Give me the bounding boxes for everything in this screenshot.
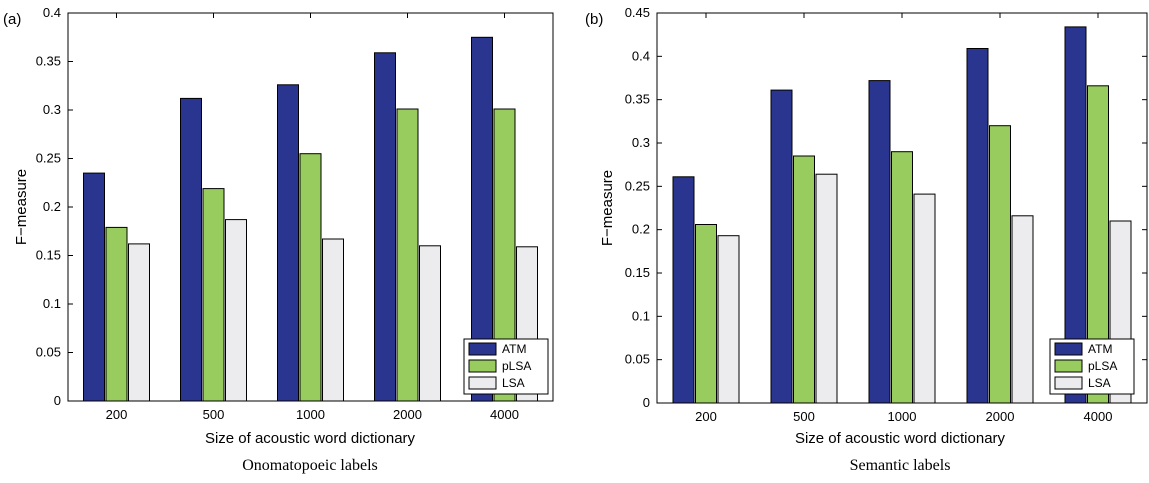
y-tick-label-a: 0.3 <box>43 102 61 117</box>
bar-atm-2000-b <box>966 48 989 404</box>
bar-plsa-1000-b <box>891 151 913 404</box>
caption-a: Onomatopoeic labels <box>242 457 378 474</box>
legend-label-lsa-b: LSA <box>1088 376 1111 390</box>
y-tick-label-b: 0.4 <box>632 48 650 63</box>
bar-plsa-2000-a <box>396 108 419 402</box>
x-tick-label-b: 500 <box>793 409 815 424</box>
x-tick-label-a: 4000 <box>490 407 519 422</box>
bar-lsa-2000-b <box>1011 215 1034 404</box>
x-tick-label-b: 4000 <box>1084 409 1113 424</box>
y-tick-label-a: 0 <box>54 393 61 408</box>
chart-panel-a: (a) 0 0.05 0.1 0.15 0.2 0.25 0.3 0.35 0.4 200 500… <box>3 5 554 474</box>
legend-swatch-atm-b <box>1054 342 1083 356</box>
x-tick-label-a: 200 <box>106 407 128 422</box>
bar-atm-4000-a <box>471 36 493 402</box>
y-tick-label-a: 0.35 <box>36 54 61 69</box>
bar-lsa-200-b <box>717 235 740 404</box>
x-tick-label-b: 1000 <box>888 409 917 424</box>
bars-a <box>83 36 538 402</box>
y-tick-label-b: 0.3 <box>632 135 650 150</box>
x-tick-label-a: 2000 <box>393 407 422 422</box>
y-tick-label-a: 0.25 <box>36 151 61 166</box>
legend-swatch-atm-a <box>468 342 497 356</box>
y-tick-label-a: 0.1 <box>43 296 61 311</box>
bar-atm-200-a <box>83 172 105 402</box>
x-tick-label-a: 500 <box>203 407 225 422</box>
y-tick-label-b: 0.15 <box>625 265 650 280</box>
bar-plsa-500-a <box>202 188 225 402</box>
panel-label-a: (a) <box>3 11 21 28</box>
y-tick-label-b: 0.25 <box>625 178 650 193</box>
bar-plsa-200-b <box>695 224 717 404</box>
legend-swatch-plsa-b <box>1054 359 1083 373</box>
bar-lsa-1000-b <box>913 193 936 404</box>
bar-lsa-2000-a <box>419 245 441 402</box>
y-tick-label-b: 0 <box>643 395 650 410</box>
legend-swatch-lsa-a <box>468 376 497 390</box>
legend-label-atm-b: ATM <box>1088 342 1112 356</box>
legend-label-plsa-b: pLSA <box>1088 359 1117 373</box>
x-tick-label-b: 200 <box>695 409 717 424</box>
bar-lsa-1000-a <box>322 238 344 402</box>
legend-label-plsa-a: pLSA <box>502 359 531 373</box>
y-ticks-a: 0 0.05 0.1 0.15 0.2 0.25 0.3 0.35 0.4 <box>36 5 73 408</box>
legend-swatch-plsa-a <box>468 359 497 373</box>
bars-b <box>672 26 1132 404</box>
x-axis-label-a: Size of acoustic word dictionary <box>205 430 416 447</box>
panel-label-b: (b) <box>585 11 603 28</box>
bar-plsa-200-a <box>105 226 128 402</box>
y-tick-label-a: 0.05 <box>36 345 61 360</box>
bar-plsa-500-b <box>793 155 815 404</box>
y-ticks-b: 0 0.05 0.1 0.15 0.2 0.25 0.3 0.35 0.4 0.45 <box>625 5 1147 410</box>
y-tick-label-b: 0.35 <box>625 92 650 107</box>
bar-plsa-2000-b <box>989 125 1011 404</box>
bar-atm-1000-b <box>868 80 891 404</box>
legend-swatch-lsa-b <box>1054 376 1083 390</box>
x-tick-label-b: 2000 <box>986 409 1015 424</box>
y-tick-label-b: 0.2 <box>632 222 650 237</box>
bar-atm-2000-a <box>374 52 396 402</box>
y-tick-label-a: 0.2 <box>43 199 61 214</box>
bar-lsa-500-a <box>225 219 247 402</box>
y-tick-label-a: 0.15 <box>36 248 61 263</box>
legend-a: ATM pLSA LSA <box>463 338 549 395</box>
y-tick-label-b: 0.45 <box>625 5 650 20</box>
bar-lsa-200-a <box>128 243 150 402</box>
bar-atm-200-b <box>672 176 695 404</box>
bar-atm-500-a <box>180 97 202 402</box>
y-axis-label-b: F−measure <box>599 170 616 246</box>
y-tick-label-a: 0.4 <box>43 5 61 20</box>
x-tick-label-a: 1000 <box>296 407 325 422</box>
caption-b: Semantic labels <box>850 457 951 474</box>
bar-plsa-4000-a <box>493 108 516 402</box>
bar-lsa-500-b <box>815 173 838 404</box>
bar-atm-1000-a <box>277 84 299 402</box>
legend-label-atm-a: ATM <box>502 342 526 356</box>
y-tick-label-b: 0.05 <box>625 352 650 367</box>
chart-panel-b: (b) 0 0.05 0.1 0.15 0.2 0.25 0.3 0.35 0.4 0.45 20… <box>585 5 1148 474</box>
bar-atm-500-b <box>770 89 793 404</box>
bar-plsa-4000-b <box>1087 85 1109 404</box>
x-axis-label-b: Size of acoustic word dictionary <box>795 430 1006 447</box>
legend-b: ATM pLSA LSA <box>1049 338 1135 395</box>
legend-label-lsa-a: LSA <box>502 376 525 390</box>
bar-atm-4000-b <box>1064 26 1087 404</box>
bar-plsa-1000-a <box>299 153 322 402</box>
y-axis-label-a: F−measure <box>13 169 30 245</box>
y-tick-label-b: 0.1 <box>632 308 650 323</box>
x-ticks-a: 200 500 1000 2000 4000 <box>106 13 519 422</box>
